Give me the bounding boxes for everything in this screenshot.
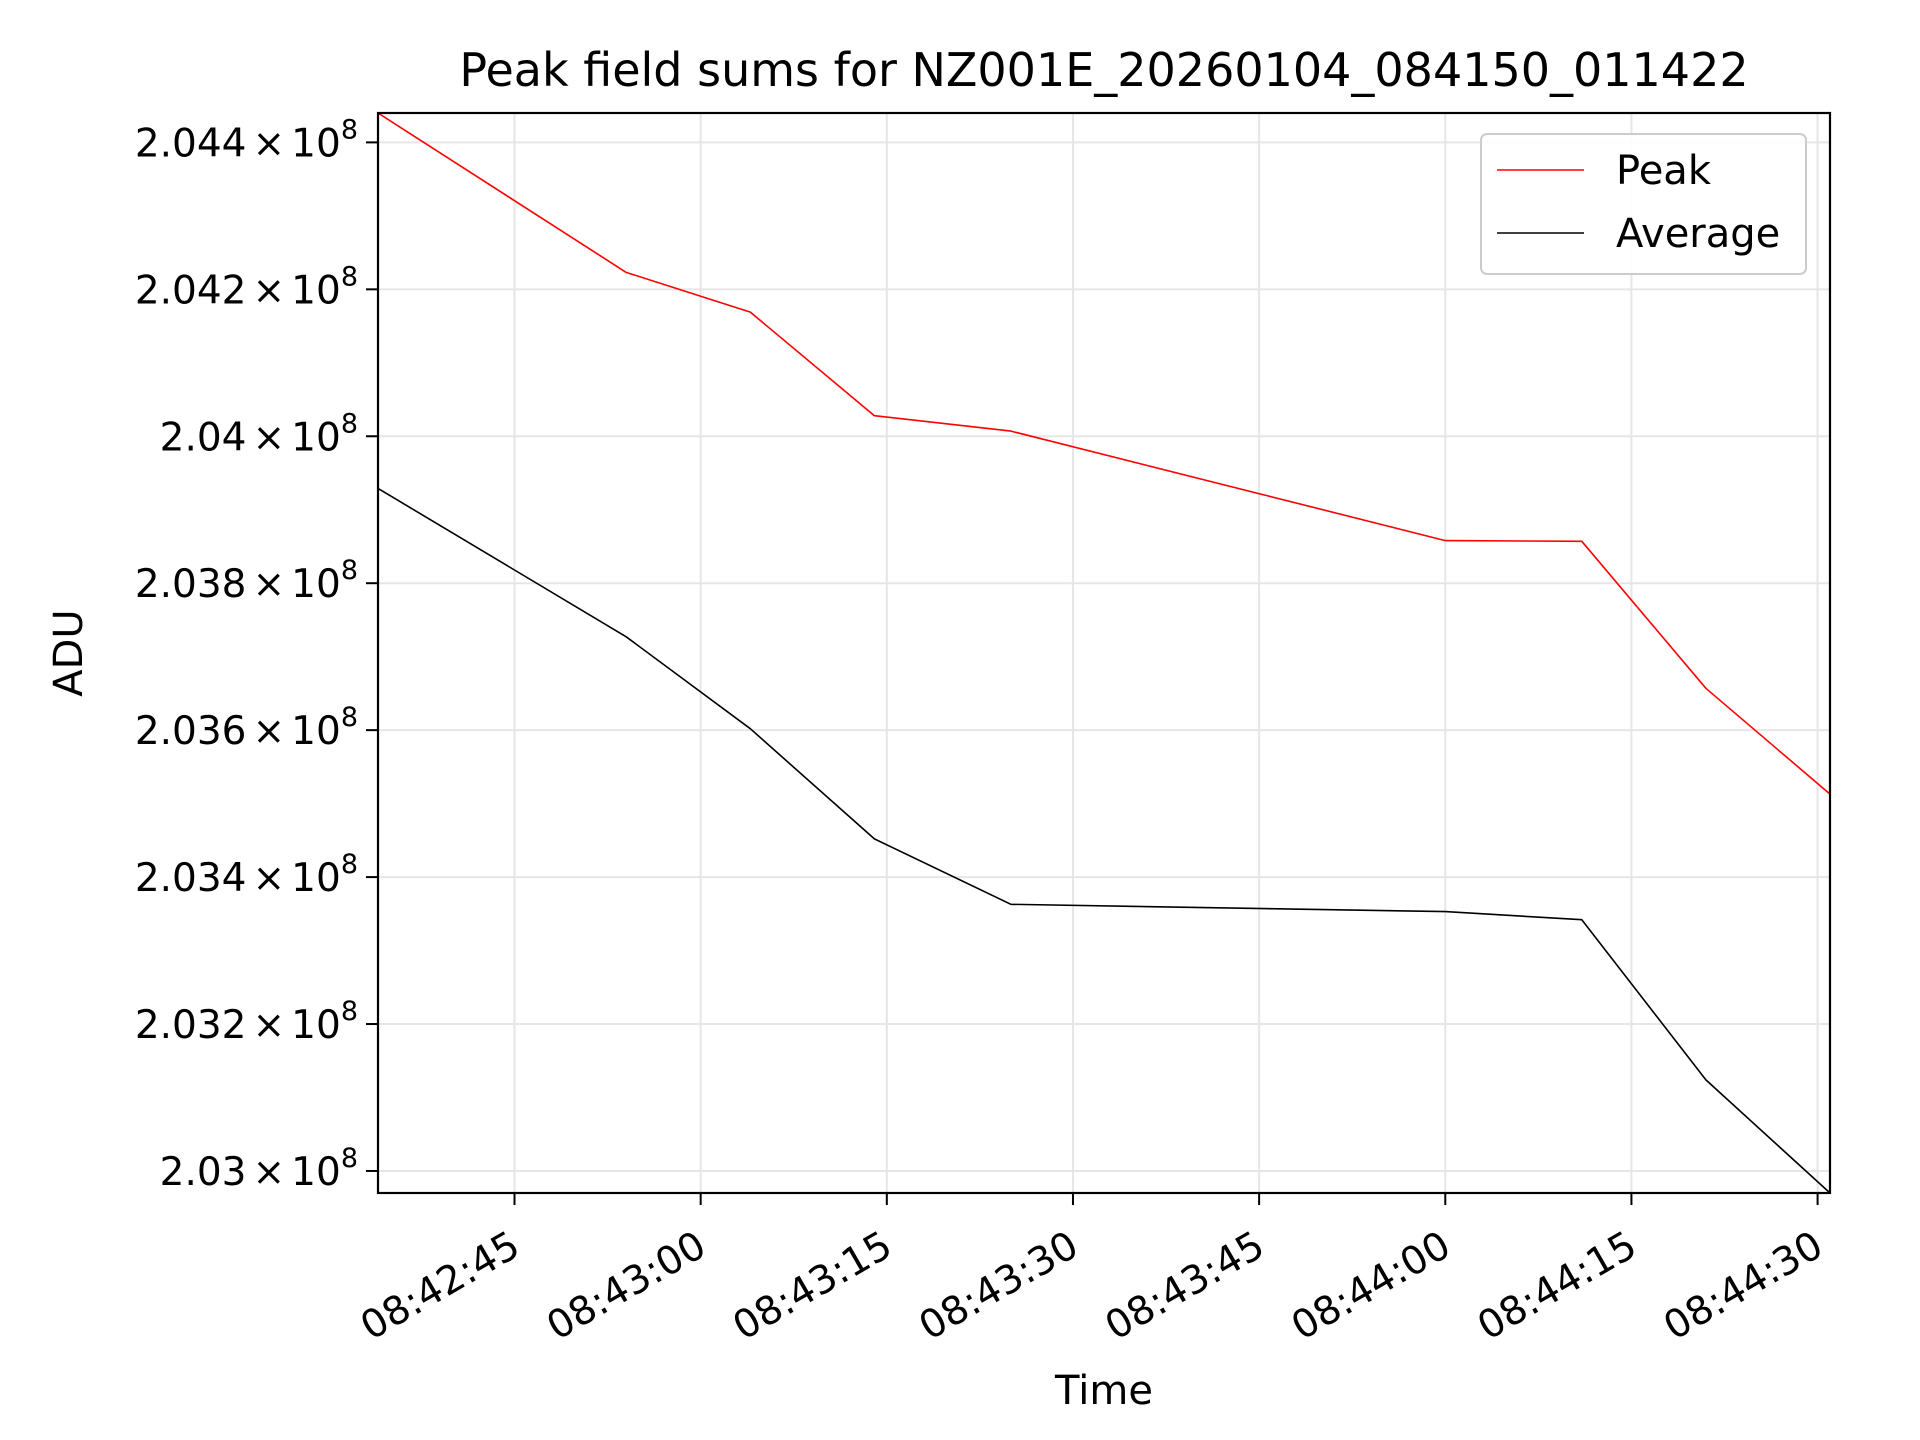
y-tick-label: 2.034 × 108 — [135, 849, 358, 901]
chart-title: Peak field sums for NZ001E_20260104_0841… — [459, 43, 1748, 97]
series-line-peak — [377, 112, 1831, 795]
y-tick-label: 2.036 × 108 — [135, 702, 358, 754]
y-tick-exponent: 8 — [341, 1143, 358, 1174]
y-tick-mantissa: 2.032 — [135, 1003, 247, 1048]
y-tick-label: 2.044 × 108 — [135, 114, 358, 166]
y-tick-label: 2.04 × 108 — [160, 408, 358, 460]
y-tick-exponent: 8 — [341, 702, 358, 733]
y-tick-base: 10 — [291, 415, 341, 460]
y-tick-times: × — [252, 1150, 285, 1195]
y-tick-times: × — [252, 709, 285, 754]
y-tick-label: 2.03 × 108 — [160, 1143, 358, 1195]
y-tick-exponent: 8 — [341, 555, 358, 586]
y-tick-times: × — [252, 121, 285, 166]
x-axis-label: Time — [1054, 1368, 1153, 1414]
y-tick-exponent: 8 — [341, 849, 358, 880]
y-tick-exponent: 8 — [341, 261, 358, 292]
y-tick-label: 2.038 × 108 — [135, 555, 358, 607]
legend-label-peak: Peak — [1616, 148, 1712, 194]
y-tick-label: 2.032 × 108 — [135, 996, 358, 1048]
y-tick-base: 10 — [291, 562, 341, 607]
y-tick-times: × — [252, 415, 285, 460]
y-tick-exponent: 8 — [341, 114, 358, 145]
y-tick-base: 10 — [291, 709, 341, 754]
y-tick-mantissa: 2.04 — [160, 415, 247, 460]
y-tick-mantissa: 2.034 — [135, 856, 247, 901]
y-tick-mantissa: 2.042 — [135, 268, 247, 313]
y-axis-label: ADU — [46, 609, 92, 696]
y-tick-mantissa: 2.038 — [135, 562, 247, 607]
y-tick-times: × — [252, 1003, 285, 1048]
y-tick-base: 10 — [291, 1150, 341, 1195]
y-tick-mantissa: 2.036 — [135, 709, 247, 754]
y-tick-base: 10 — [291, 856, 341, 901]
plot-frame — [376, 111, 1832, 1195]
y-tick-base: 10 — [291, 268, 341, 313]
y-tick-times: × — [252, 562, 285, 607]
y-tick-mantissa: 2.03 — [160, 1150, 247, 1195]
y-tick-mantissa: 2.044 — [135, 121, 247, 166]
legend-label-average: Average — [1616, 211, 1780, 257]
y-tick-exponent: 8 — [341, 408, 358, 439]
legend-box — [1480, 133, 1807, 275]
y-tick-exponent: 8 — [341, 996, 358, 1027]
y-tick-times: × — [252, 268, 285, 313]
y-tick-base: 10 — [291, 1003, 341, 1048]
series-line-average — [377, 487, 1831, 1194]
series-layer — [377, 112, 1831, 1194]
grid-lines — [378, 113, 1830, 1193]
y-tick-label: 2.042 × 108 — [135, 261, 358, 313]
y-tick-base: 10 — [291, 121, 341, 166]
y-tick-times: × — [252, 856, 285, 901]
legend: Peak Average — [1480, 133, 1807, 275]
